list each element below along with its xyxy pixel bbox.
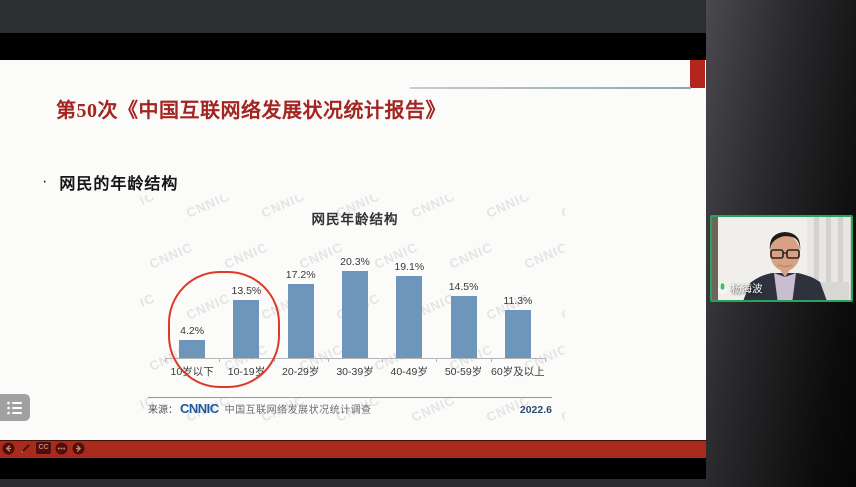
video-background-wall — [712, 217, 718, 300]
slide-accent-block — [690, 60, 705, 88]
cnnic-watermark: CNNIC — [558, 392, 565, 425]
axis-tick — [436, 358, 438, 362]
source-divider-line — [148, 397, 552, 398]
source-text: 中国互联网络发展状况统计调查 — [224, 405, 372, 416]
category-label: 40-49岁 — [390, 366, 428, 378]
age-structure-chart: CNNIC CNNIC CNNIC CNNIC CNNIC CNNIC CNNIC CNNIC… — [140, 195, 565, 437]
bar-value-label: 17.2% — [285, 269, 316, 281]
axis-tick — [490, 358, 492, 362]
axis-tick — [327, 358, 329, 362]
microphone-icon — [718, 282, 727, 294]
presenter-video-tile[interactable]: 杨海波 — [710, 215, 853, 302]
speaker-name: 杨海波 — [731, 283, 763, 295]
top-chrome-bar — [0, 0, 706, 33]
axis-tick — [545, 358, 546, 362]
chart-title: 网民年龄结构 — [311, 212, 399, 227]
more-options-icon[interactable] — [55, 442, 68, 455]
axis-tick — [382, 358, 384, 362]
bar-value-label: 11.3% — [503, 295, 533, 307]
category-label: 20-29岁 — [282, 366, 320, 378]
presenter-control-bar — [0, 440, 706, 458]
bar-20-29岁 — [287, 284, 314, 358]
highlight-oval-annotation — [168, 271, 280, 388]
slide-header-line — [410, 87, 691, 89]
cnnic-watermark: CNNIC — [558, 290, 565, 323]
next-slide-arrow-icon[interactable] — [72, 442, 85, 455]
cnnic-watermark: CNNIC — [558, 195, 565, 221]
bar-value-label: 20.3% — [340, 256, 370, 268]
bar-value-label: 19.1% — [394, 261, 425, 273]
axis-tick — [165, 358, 166, 362]
presentation-slide: 第50次《中国互联网络发展状况统计报告》 · 网民的年龄结构 CNNIC CNNI… — [0, 60, 706, 440]
presenter-figure — [743, 232, 827, 300]
category-label: 50-59岁 — [444, 366, 483, 378]
annotate-pen-icon[interactable] — [19, 442, 32, 455]
slide-toolbar: CC — [2, 441, 85, 455]
slide-list-button[interactable] — [0, 394, 30, 421]
source-row: 来源： CNNIC 中国互联网络发展状况统计调查 2022.6 — [148, 401, 552, 416]
shared-screen-area: 第50次《中国互联网络发展状况统计报告》 · 网民的年龄结构 CNNIC CNNI… — [0, 0, 706, 487]
x-axis-line — [165, 358, 546, 359]
slide-bullet-row: · 网民的年龄结构 — [42, 170, 178, 194]
letterbox-bottom — [0, 458, 706, 479]
category-label: 60岁及以上 — [490, 366, 545, 378]
participants-panel: 杨海波 — [706, 0, 856, 487]
bar-30-39岁 — [342, 271, 368, 358]
slide-title: 第50次《中国互联网络发展状况统计报告》 — [56, 100, 446, 122]
cnnic-logo: CNNIC — [180, 401, 219, 416]
slide-bullet-text: 网民的年龄结构 — [59, 176, 179, 193]
bar-60岁及以上 — [504, 310, 531, 358]
bottom-chrome-strip — [0, 479, 706, 487]
bullet-marker: · — [42, 173, 48, 190]
bar-value-label: 14.5% — [448, 281, 479, 293]
video-background-radiator — [819, 282, 849, 300]
source-prefix: 来源： — [148, 405, 178, 416]
speaker-name-badge: 杨海波 — [717, 281, 763, 296]
bar-value-label: 4.2% — [180, 325, 205, 337]
category-label: 30-39岁 — [336, 366, 374, 378]
letterbox-top — [0, 33, 706, 60]
previous-slide-arrow-icon[interactable] — [2, 442, 15, 455]
cnnic-watermark: CNNIC — [140, 195, 158, 221]
closed-captions-icon[interactable]: CC — [36, 442, 51, 454]
bar-40-49岁 — [396, 276, 423, 358]
cnnic-watermark: CNNIC — [140, 290, 158, 323]
bar-50-59岁 — [450, 296, 477, 358]
list-icon — [7, 401, 22, 414]
source-date: 2022.6 — [519, 404, 552, 416]
